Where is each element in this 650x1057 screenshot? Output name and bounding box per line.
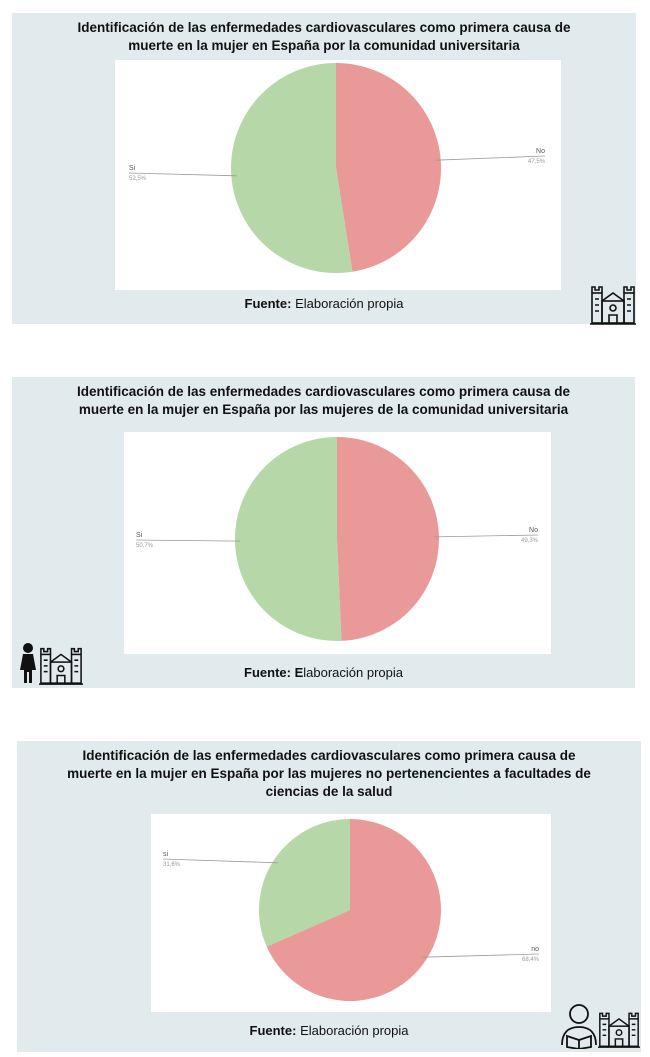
pie-slice-si — [231, 63, 353, 273]
slice-label-no: No — [529, 527, 538, 534]
slice-value-no: 68,4% — [522, 957, 540, 963]
slice-value-no: 47,5% — [528, 159, 546, 165]
pie-chart: No 47,5% Si 52,5% — [128, 62, 546, 273]
leader-line-no — [435, 155, 546, 161]
leader-line-no — [433, 534, 539, 538]
slice-value-si: 52,5% — [129, 176, 147, 182]
slice-value-si: 31,6% — [163, 862, 181, 868]
chart-panel-3: Identificación de las enfermedades cardi… — [17, 741, 641, 1052]
pie-chart: No 49,3% Si 50,7% — [135, 437, 539, 641]
leader-line-si — [162, 858, 278, 864]
source-label: Fuente: E — [244, 665, 304, 680]
pie-slice-no — [337, 437, 439, 641]
slice-value-si: 50,7% — [136, 543, 154, 549]
building-icon — [39, 647, 83, 685]
chart-title: Identificación de las enfermedades cardi… — [77, 20, 571, 53]
chart-title: Identificación de las enfermedades cardi… — [67, 748, 591, 799]
chart-source: Fuente: Elaboración propia — [12, 296, 636, 311]
chart-panel-2: Identificación de las enfermedades cardi… — [12, 377, 635, 688]
slice-label-no: No — [536, 148, 545, 155]
pie-chart-area: No 49,3% Si 50,7% — [124, 432, 551, 654]
source-text: Elaboración propia — [300, 1023, 409, 1038]
pie-slice-no — [336, 62, 442, 272]
pie-slice-no — [266, 819, 441, 1001]
slice-label-si: Si — [136, 532, 143, 539]
pie-chart-area: no 68,4% si 31,6% — [151, 814, 551, 1012]
slice-value-no: 49,3% — [521, 538, 539, 544]
source-label: Fuente: — [249, 1023, 297, 1038]
chart-source: Fuente: Elaboración propia — [12, 665, 635, 680]
slice-label-no: no — [531, 946, 539, 953]
slice-label-si: si — [163, 851, 169, 858]
chart-panel-1: Identificación de las enfermedades cardi… — [12, 13, 636, 325]
chart-title: Identificación de las enfermedades cardi… — [77, 384, 570, 417]
pie-slice-si — [234, 437, 342, 641]
slice-label-si: Si — [129, 165, 136, 172]
source-text: laboración propia — [303, 665, 403, 680]
leader-line-si — [135, 539, 241, 542]
leader-line-si — [128, 172, 237, 177]
building-icon — [598, 1012, 640, 1048]
woman-icon — [20, 643, 36, 683]
source-text: Elaboración propia — [295, 296, 404, 311]
student-reading-icon — [561, 1004, 597, 1049]
pie-chart: no 68,4% si 31,6% — [162, 819, 540, 1001]
source-label: Fuente: — [244, 296, 292, 311]
pie-slice-si — [258, 819, 350, 947]
building-icon — [590, 286, 636, 325]
leader-line-no — [422, 953, 540, 958]
chart-source: Fuente: Elaboración propia — [17, 1023, 641, 1038]
pie-chart-area: No 47,5% Si 52,5% — [115, 60, 561, 290]
